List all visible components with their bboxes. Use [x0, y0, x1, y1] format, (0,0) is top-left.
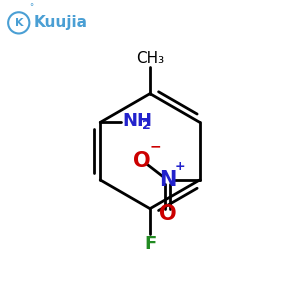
Text: NH: NH	[122, 112, 152, 130]
Text: +: +	[175, 160, 186, 173]
Text: F: F	[144, 235, 156, 253]
Text: CH₃: CH₃	[136, 51, 164, 66]
Text: O: O	[134, 151, 151, 171]
Text: 2: 2	[142, 119, 151, 132]
Text: O: O	[159, 204, 176, 224]
Text: °: °	[30, 3, 34, 12]
Text: K: K	[14, 18, 23, 28]
Text: N: N	[159, 170, 176, 190]
Text: Kuujia: Kuujia	[34, 15, 88, 30]
Text: −: −	[150, 140, 161, 153]
